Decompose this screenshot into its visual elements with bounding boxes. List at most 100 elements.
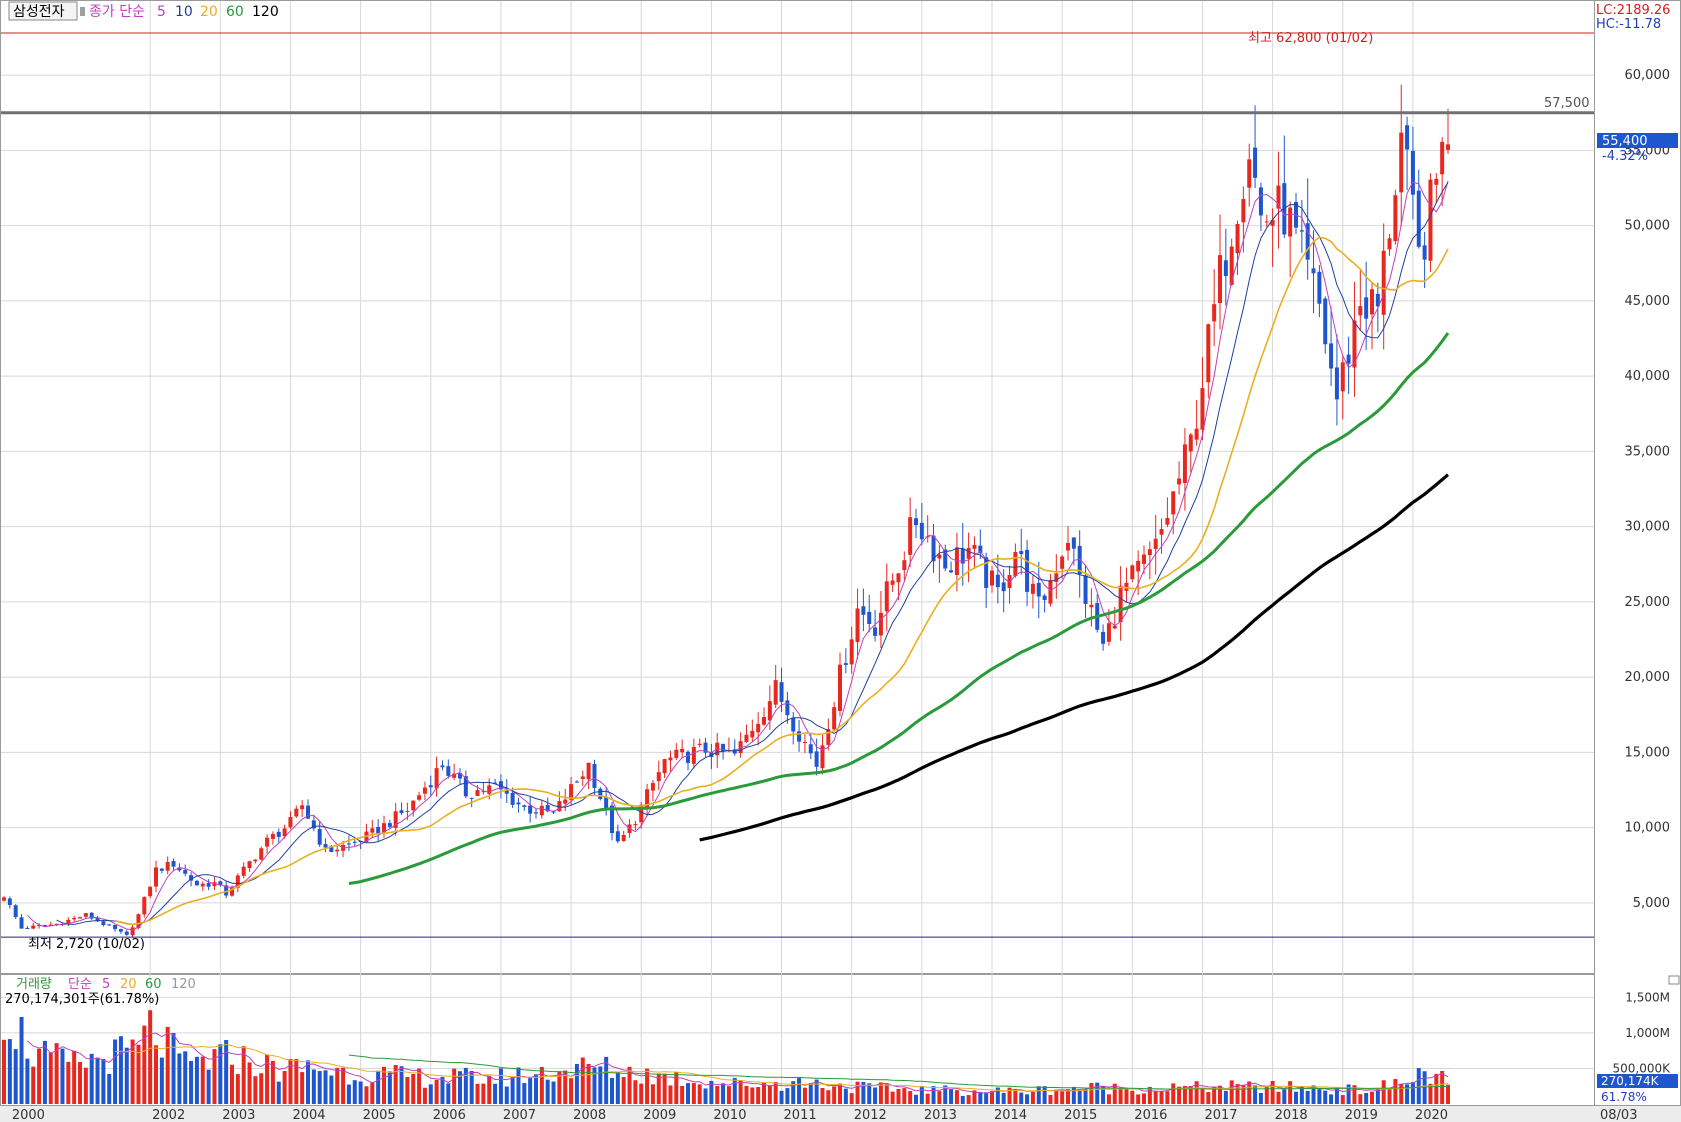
volume-ma-5-line: [27, 1032, 1449, 1094]
candle-body: [1352, 320, 1357, 368]
volume-bar: [1089, 1083, 1094, 1104]
volume-bar: [627, 1066, 632, 1104]
volume-scroll-icon[interactable]: [1668, 975, 1680, 985]
volume-bar: [113, 1039, 118, 1104]
volume-bar: [66, 1061, 71, 1104]
volume-bar: [405, 1076, 410, 1104]
candle-body: [1013, 552, 1018, 577]
candle-body: [762, 716, 766, 725]
candle-body: [1153, 538, 1158, 550]
candle-body: [42, 925, 47, 927]
x-axis-band: [0, 1106, 1681, 1122]
volume-bar: [1282, 1089, 1287, 1104]
candle-body: [399, 810, 404, 814]
volume-bar: [159, 1057, 164, 1104]
candle-body: [428, 785, 433, 788]
volume-bar: [475, 1083, 480, 1104]
volume-bar: [224, 1040, 229, 1104]
volume-bar: [1270, 1080, 1275, 1104]
candle-body: [66, 919, 71, 924]
volume-bar: [1188, 1086, 1193, 1104]
candle-body: [604, 796, 609, 809]
volume-bar: [1083, 1088, 1088, 1104]
volume-bar: [516, 1067, 521, 1104]
candle-body: [779, 682, 784, 702]
candle-body: [633, 824, 638, 826]
volume-bar: [19, 1017, 24, 1104]
candle-body: [1030, 583, 1035, 594]
volume-bar: [458, 1071, 462, 1104]
candle-body: [797, 731, 802, 742]
volume-bar: [1212, 1086, 1217, 1104]
volume-bar: [995, 1087, 1000, 1104]
volume-bar: [376, 1070, 381, 1104]
candle-body: [931, 535, 936, 562]
volume-bar: [288, 1058, 293, 1104]
y-tick-label: 15,000: [1625, 745, 1671, 760]
x-tick-label: 2013: [924, 1108, 957, 1122]
y-tick-label: 30,000: [1625, 520, 1671, 535]
candle-body: [1410, 150, 1415, 195]
candle-body: [551, 811, 556, 813]
volume-bar: [1288, 1081, 1293, 1104]
volume-ma-120: 120: [171, 977, 196, 992]
volume-bar: [984, 1092, 989, 1104]
volume-bar: [838, 1083, 842, 1104]
candle-body: [1083, 575, 1088, 604]
x-tick-label: 2005: [363, 1108, 396, 1122]
candle-body: [1235, 223, 1240, 254]
ma-period-60: 60: [226, 4, 244, 20]
volume-bar: [1334, 1088, 1339, 1104]
x-axis-ticks: 2000 2002 2003 2004 2005 2006 2007 2008 2009 2010…: [12, 1108, 1638, 1122]
volume-bar: [1182, 1085, 1187, 1104]
candle-body: [54, 923, 59, 925]
volume-tag: 270,174K: [1601, 1074, 1660, 1088]
volume-bar: [785, 1088, 790, 1104]
volume-bar: [200, 1056, 205, 1104]
volume-bar: [493, 1083, 498, 1104]
volume-bar: [346, 1084, 351, 1104]
volume-bar: [206, 1069, 211, 1104]
stock-name[interactable]: 삼성전자: [13, 4, 65, 20]
volume-bar: [960, 1095, 965, 1104]
x-end-label: 08/03: [1600, 1108, 1637, 1122]
volume-bar: [732, 1077, 737, 1104]
x-tick-label: 2003: [222, 1108, 255, 1122]
candle-body: [247, 861, 252, 869]
volume-bar: [463, 1067, 468, 1104]
stock-name-box[interactable]: [8, 1, 78, 21]
volume-bar: [148, 1010, 153, 1104]
candle-body: [1206, 324, 1211, 383]
candle-body: [767, 701, 772, 721]
volume-bar: [1416, 1068, 1421, 1104]
candle-body: [1054, 573, 1059, 582]
candle-body: [89, 912, 94, 919]
volume-bar: [1153, 1090, 1158, 1104]
volume-bar: [1299, 1087, 1304, 1104]
volume-bar: [914, 1094, 918, 1104]
volume-bar: [165, 1026, 170, 1104]
volume-legend: 거래량 단순 5 20 60 120 270,174,301주(61.78%): [5, 977, 196, 1007]
ma-10-line: [56, 182, 1449, 925]
y-tick-label: 50,000: [1625, 219, 1671, 234]
candle-body: [569, 784, 574, 800]
volume-bar: [919, 1086, 924, 1104]
candle-body: [580, 776, 585, 779]
volume-bar: [797, 1078, 802, 1104]
volume-bar: [884, 1083, 889, 1104]
candle-body: [1434, 178, 1439, 185]
volume-bar: [656, 1073, 661, 1104]
candle-body: [124, 931, 129, 935]
volume-bar: [978, 1092, 983, 1104]
volume-bar: [212, 1049, 217, 1104]
x-tick-label: 2014: [994, 1108, 1027, 1122]
candle-body: [1340, 362, 1345, 392]
candle-body: [148, 886, 153, 897]
candle-body: [376, 826, 381, 834]
volume-bar: [534, 1074, 538, 1104]
candle-body: [574, 781, 579, 783]
volume-bar: [703, 1088, 708, 1104]
volume-bar: [598, 1066, 603, 1104]
volume-bar: [452, 1068, 457, 1104]
